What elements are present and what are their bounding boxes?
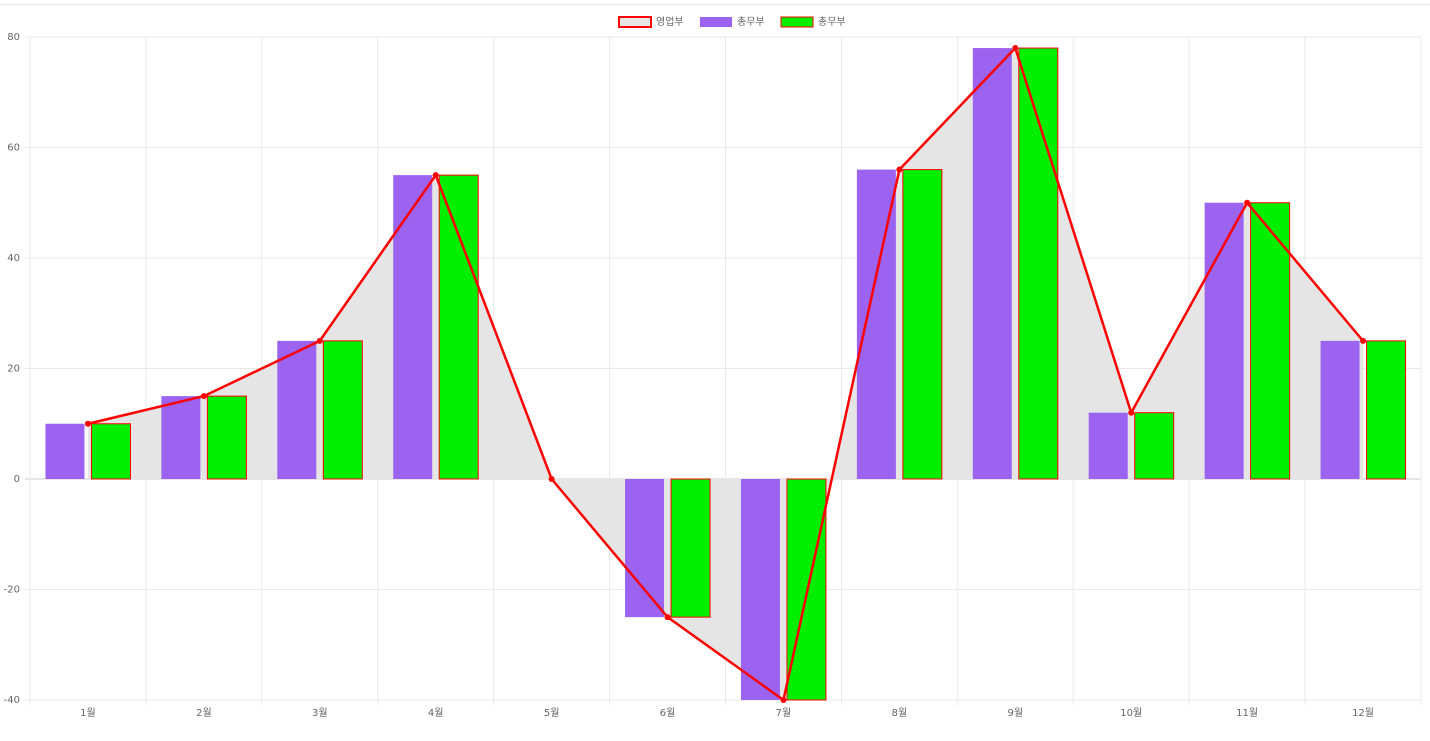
- bar: [625, 479, 665, 618]
- x-tick-label: 1월: [80, 707, 96, 719]
- bar: [972, 48, 1012, 480]
- x-tick-label: 12월: [1352, 707, 1374, 719]
- x-tick-label: 2월: [196, 707, 212, 719]
- bar: [1204, 202, 1244, 479]
- bar: [740, 479, 780, 700]
- bar: [1250, 202, 1291, 480]
- point: [200, 393, 207, 400]
- bar: [1134, 412, 1175, 480]
- x-tick-label: 11월: [1236, 707, 1258, 719]
- y-tick-label: 60: [7, 143, 20, 154]
- bar: [161, 396, 201, 479]
- legend-label[interactable]: 총무부: [818, 16, 846, 28]
- point: [1244, 199, 1251, 206]
- line: [87, 45, 1364, 703]
- bar: [438, 174, 479, 480]
- bar: [1320, 340, 1360, 479]
- x-tick-label: 10월: [1120, 707, 1142, 719]
- bar: [90, 423, 131, 480]
- legend-label[interactable]: 총무부: [737, 16, 765, 28]
- x-tick-label: 5월: [544, 707, 560, 719]
- y-tick-label: 20: [7, 364, 20, 375]
- point: [316, 337, 323, 344]
- point: [896, 166, 903, 173]
- bar: [393, 175, 433, 479]
- point: [1360, 337, 1367, 344]
- point: [780, 697, 787, 703]
- bar: [1018, 47, 1059, 480]
- bar: [277, 340, 317, 479]
- y-tick-label: -40: [4, 695, 20, 706]
- bar: [1088, 412, 1128, 479]
- y-tick-label: 0: [14, 474, 20, 485]
- legend-swatch[interactable]: [618, 16, 652, 28]
- point: [84, 420, 91, 427]
- legend-swatch[interactable]: [780, 16, 814, 28]
- y-tick-label: -20: [4, 585, 20, 596]
- bar: [670, 478, 711, 618]
- bar: [322, 340, 363, 480]
- x-tick-label: 9월: [1008, 707, 1024, 719]
- point: [664, 614, 671, 621]
- bar: [45, 423, 85, 479]
- point: [548, 476, 555, 482]
- point: [1128, 409, 1135, 416]
- x-tick-label: 3월: [312, 707, 328, 719]
- x-tick-label: 7월: [776, 707, 792, 719]
- legend-label[interactable]: 영업부: [656, 15, 684, 28]
- y-tick-label: 80: [7, 32, 20, 43]
- point: [432, 172, 439, 179]
- x-tick-label: 4월: [428, 707, 444, 719]
- legend-swatch[interactable]: [700, 17, 732, 27]
- bar: [902, 169, 943, 480]
- point: [1012, 45, 1019, 52]
- y-tick-label: 40: [7, 253, 20, 264]
- x-tick-label: 6월: [660, 707, 676, 719]
- x-tick-label: 8월: [892, 707, 908, 719]
- bar: [1366, 340, 1407, 480]
- bar: [206, 395, 247, 480]
